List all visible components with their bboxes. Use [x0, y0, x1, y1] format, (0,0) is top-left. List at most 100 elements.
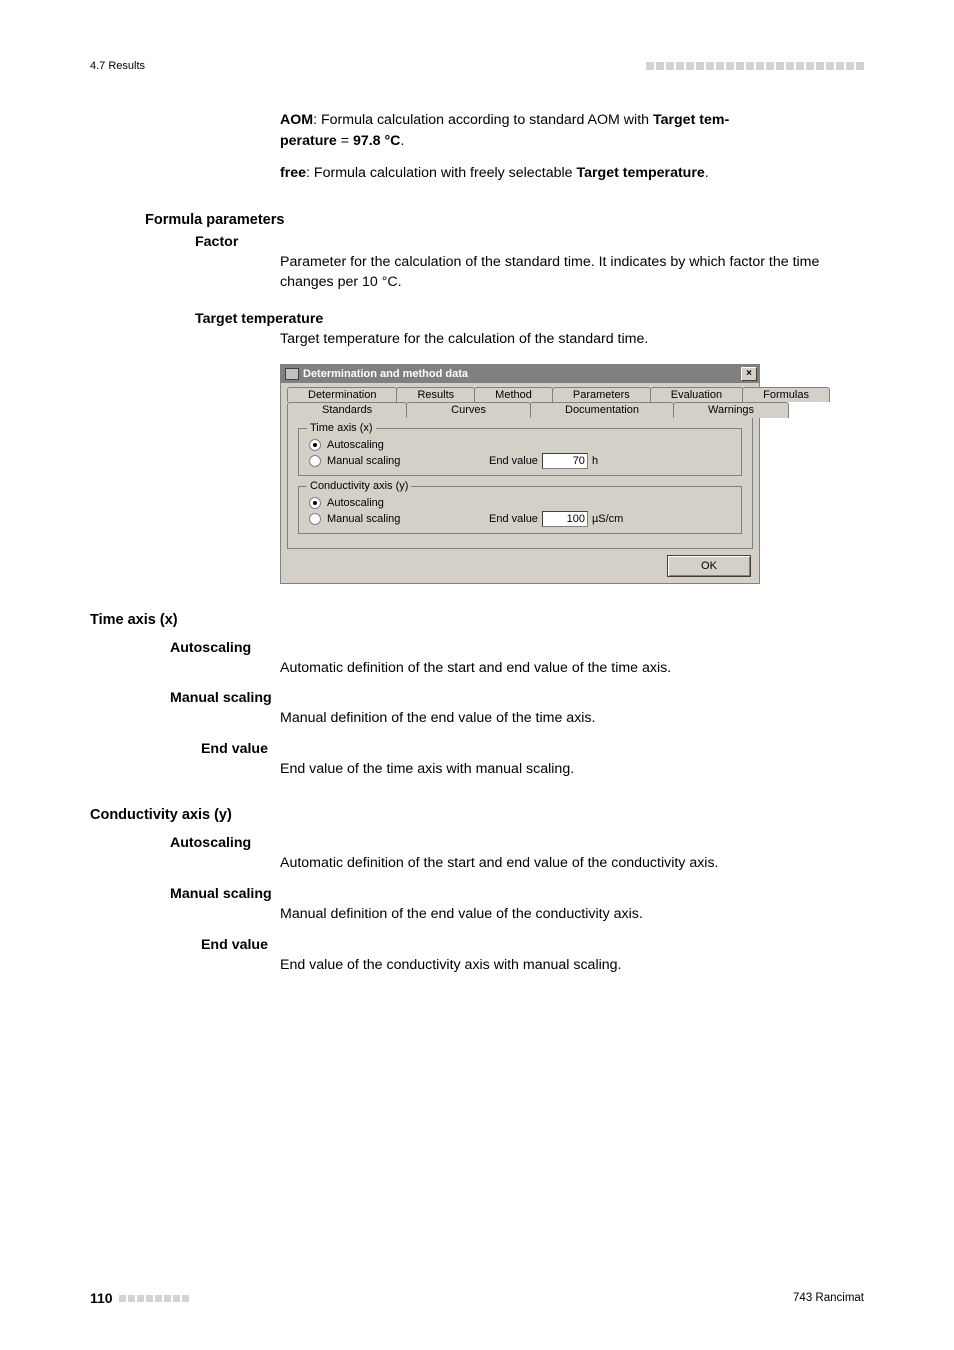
cond-end-unit: µS/cm — [592, 513, 623, 525]
cond-auto-heading: Autoscaling — [170, 835, 864, 851]
dialog-titlebar: Determination and method data × — [281, 365, 759, 383]
time-manual-heading: Manual scaling — [170, 690, 864, 706]
time-endvalue-body: End value of the time axis with manual s… — [280, 759, 864, 780]
cond-end-input[interactable]: 100 — [542, 511, 588, 527]
radio-icon — [309, 513, 321, 525]
page-footer: 110 743 Rancimat — [90, 1290, 864, 1306]
dot — [706, 62, 714, 70]
dot — [836, 62, 844, 70]
dialog-panel: Time axis (x) Autoscaling Manual scaling… — [287, 417, 753, 549]
dot — [756, 62, 764, 70]
tab-determination[interactable]: Determination — [287, 387, 397, 402]
dot — [137, 1295, 144, 1302]
aom-bold: AOM — [280, 112, 313, 128]
dot — [666, 62, 674, 70]
dot — [656, 62, 664, 70]
time-axis-group: Time axis (x) Autoscaling Manual scaling… — [298, 428, 742, 476]
time-end-unit: h — [592, 455, 598, 467]
cond-endvalue-row: End value 100 µS/cm — [489, 511, 731, 527]
factor-heading: Factor — [195, 234, 864, 250]
aom-mid: : Formula calculation according to stand… — [313, 112, 653, 128]
free-target: Target temperature — [577, 165, 705, 181]
time-opt2-label: Manual scaling — [327, 455, 400, 467]
ok-button[interactable]: OK — [667, 555, 751, 577]
time-manual-body: Manual definition of the end value of th… — [280, 708, 864, 729]
cond-group-legend: Conductivity axis (y) — [307, 480, 411, 492]
tab-standards[interactable]: Standards — [287, 402, 407, 418]
dot — [856, 62, 864, 70]
dot — [646, 62, 654, 70]
dot — [796, 62, 804, 70]
radio-icon — [309, 497, 321, 509]
dialog-icon — [285, 368, 299, 380]
free-bold: free — [280, 165, 306, 181]
dot — [146, 1295, 153, 1302]
dialog-window: Determination and method data × Determin… — [280, 364, 760, 584]
cond-manual-body: Manual definition of the end value of th… — [280, 904, 864, 925]
dot — [726, 62, 734, 70]
dot — [816, 62, 824, 70]
dot — [746, 62, 754, 70]
tabs-row-1: DeterminationResultsMethodParametersEval… — [287, 387, 753, 402]
dot — [826, 62, 834, 70]
aom-end: . — [400, 133, 404, 149]
dot — [182, 1295, 189, 1302]
free-mid: : Formula calculation with freely select… — [306, 165, 576, 181]
tab-evaluation[interactable]: Evaluation — [650, 387, 743, 402]
section-label: 4.7 Results — [90, 60, 145, 72]
time-end-input[interactable]: 70 — [542, 453, 588, 469]
dot — [128, 1295, 135, 1302]
page-header: 4.7 Results — [90, 60, 864, 72]
dot — [776, 62, 784, 70]
product-name: 743 Rancimat — [793, 1292, 864, 1304]
formula-params-heading: Formula parameters — [145, 212, 864, 228]
time-end-label: End value — [489, 455, 538, 467]
page-number: 110 — [90, 1290, 113, 1306]
free-end: . — [705, 165, 709, 181]
dot — [676, 62, 684, 70]
target-temp-heading: Target temperature — [195, 311, 864, 327]
tab-warnings[interactable]: Warnings — [673, 402, 789, 418]
factor-body: Parameter for the calculation of the sta… — [280, 252, 864, 293]
tab-results[interactable]: Results — [396, 387, 475, 402]
time-autoscaling-radio[interactable]: Autoscaling — [309, 439, 731, 451]
tab-curves[interactable]: Curves — [406, 402, 531, 418]
dot — [716, 62, 724, 70]
cond-manual-heading: Manual scaling — [170, 886, 864, 902]
footer-dots — [119, 1295, 189, 1302]
dot — [173, 1295, 180, 1302]
dot — [164, 1295, 171, 1302]
aom-target-a: Target tem- — [653, 112, 729, 128]
tab-parameters[interactable]: Parameters — [552, 387, 651, 402]
header-dots — [646, 62, 864, 70]
aom-val: 97.8 °C — [353, 133, 400, 149]
dot — [786, 62, 794, 70]
time-endvalue-heading: End value — [90, 741, 268, 757]
time-auto-body: Automatic definition of the start and en… — [280, 658, 864, 679]
dot — [155, 1295, 162, 1302]
cond-endvalue-body: End value of the conductivity axis with … — [280, 955, 864, 976]
intro-block: AOM: Formula calculation according to st… — [280, 110, 864, 184]
dot — [846, 62, 854, 70]
dot — [696, 62, 704, 70]
tabs-row-2: StandardsCurvesDocumentationWarnings — [287, 402, 753, 418]
cond-axis-heading: Conductivity axis (y) — [90, 807, 864, 823]
aom-line: AOM: Formula calculation according to st… — [280, 110, 864, 151]
cond-opt2-label: Manual scaling — [327, 513, 400, 525]
cond-opt1-label: Autoscaling — [327, 497, 384, 509]
tab-documentation[interactable]: Documentation — [530, 402, 674, 418]
tab-formulas[interactable]: Formulas — [742, 387, 830, 402]
cond-autoscaling-radio[interactable]: Autoscaling — [309, 497, 731, 509]
dot — [736, 62, 744, 70]
dialog-tabstrip: DeterminationResultsMethodParametersEval… — [281, 383, 759, 583]
time-group-legend: Time axis (x) — [307, 422, 376, 434]
aom-target-b: perature — [280, 133, 337, 149]
dot — [806, 62, 814, 70]
dialog-title: Determination and method data — [303, 368, 468, 380]
radio-icon — [309, 455, 321, 467]
cond-endvalue-heading: End value — [90, 937, 268, 953]
tab-method[interactable]: Method — [474, 387, 553, 402]
close-icon[interactable]: × — [741, 367, 757, 381]
dot — [686, 62, 694, 70]
dot — [119, 1295, 126, 1302]
